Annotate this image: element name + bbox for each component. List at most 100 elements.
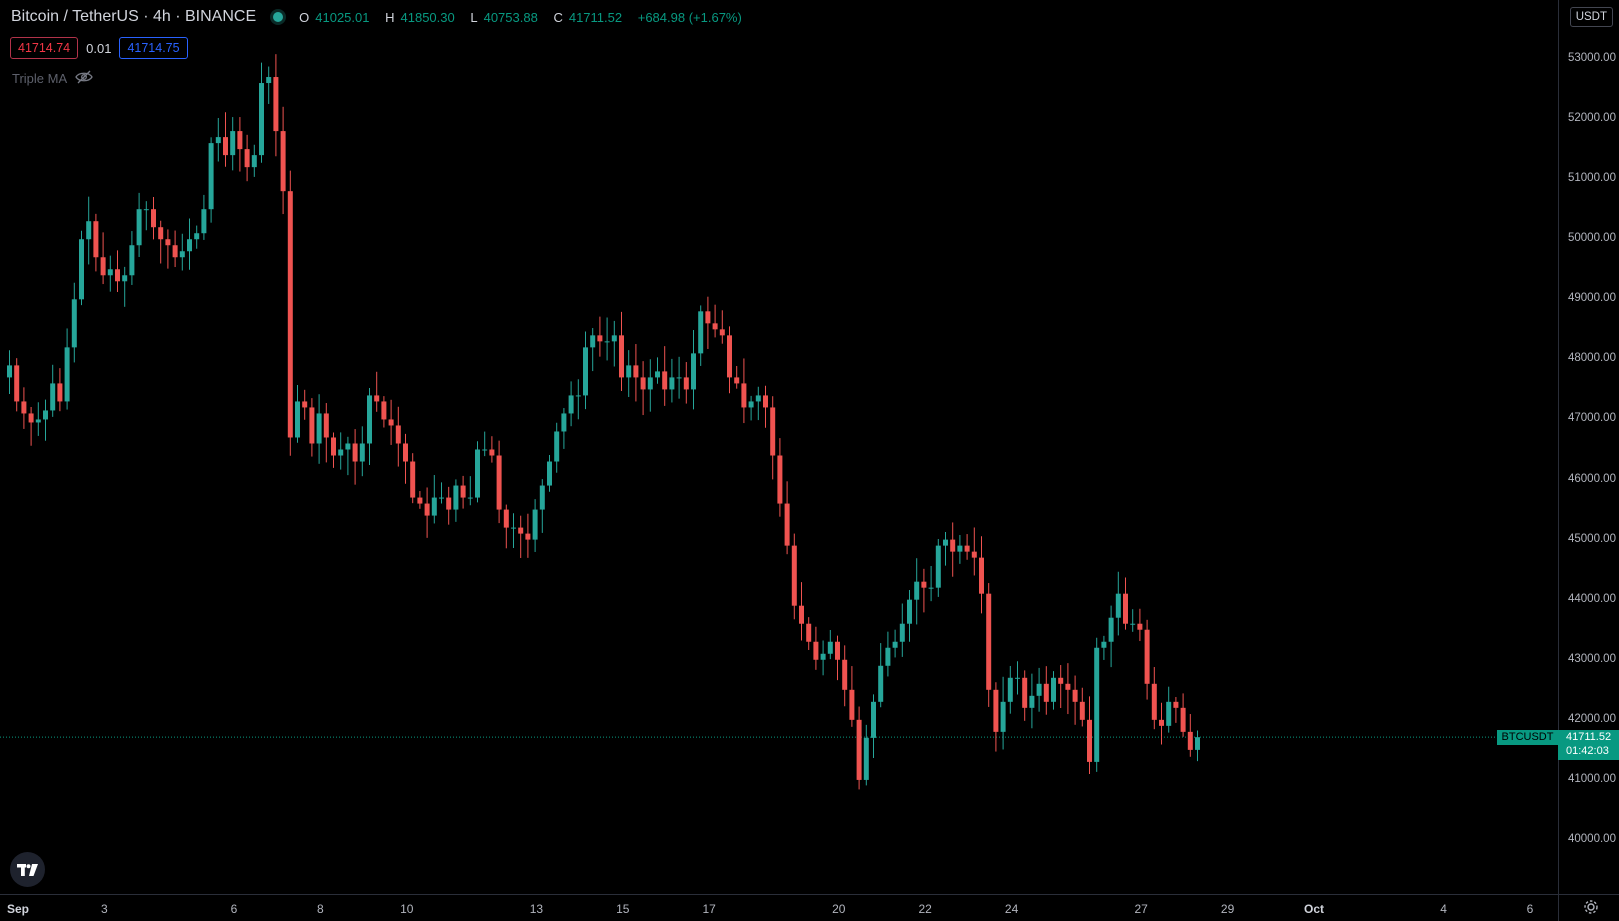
price-tick-label: 47000.00 (1568, 412, 1616, 425)
candle-body (712, 323, 718, 330)
candle-body (842, 659, 848, 690)
time-tick-label: Sep (6, 902, 30, 916)
candle-body (1144, 629, 1150, 684)
candle-body (691, 353, 696, 390)
candle-body (403, 443, 408, 462)
time-tick-label: 17 (702, 902, 716, 916)
candle-body (266, 77, 272, 84)
candle-body (259, 83, 264, 156)
sell-button[interactable]: 41714.74 (10, 37, 79, 59)
candle-body (503, 509, 509, 528)
candle-body (1101, 641, 1107, 648)
bar-countdown: 01:42:03 (1566, 745, 1609, 757)
candle-body (453, 485, 459, 510)
candle-body (244, 149, 250, 168)
candle-body (338, 449, 344, 456)
time-tick-label: 6 (1526, 902, 1534, 916)
change-value: +684.98 (+1.67%) (637, 9, 742, 25)
price-axis-divider (1558, 0, 1559, 921)
candle-body (928, 587, 934, 589)
candle-body (467, 497, 473, 499)
candle-body (511, 527, 516, 529)
candle-body (122, 275, 128, 282)
time-tick-label: 4 (1440, 902, 1447, 916)
candle-body (1137, 623, 1143, 630)
price-tick-label: 52000.00 (1568, 112, 1616, 125)
candle-body (734, 377, 740, 384)
low-value: 40753.88 (483, 9, 538, 25)
candle-body (302, 401, 308, 408)
candle-body (590, 335, 596, 348)
currency-button[interactable]: USDT (1569, 7, 1613, 27)
buy-button[interactable]: 41714.75 (119, 37, 188, 59)
eye-crossed-icon[interactable] (75, 70, 93, 87)
time-tick-label: 29 (1220, 902, 1235, 916)
open-value: 41025.01 (315, 9, 370, 25)
candle-body (208, 143, 214, 210)
candle-body (827, 641, 833, 654)
close-key: C (553, 9, 563, 25)
low-key: L (470, 9, 478, 25)
candle-body (35, 419, 41, 423)
candle-body (64, 347, 70, 402)
candle-body (410, 461, 416, 498)
candle-body (575, 395, 581, 397)
price-tick-label: 50000.00 (1568, 232, 1616, 245)
candle-body (849, 689, 855, 720)
chart-legend: Bitcoin / TetherUS · 4h · BINANCE O 41025… (11, 8, 748, 26)
candle-body (489, 449, 495, 456)
time-tick-label: 3 (101, 902, 108, 916)
candle-body (79, 239, 84, 300)
candle-body (496, 455, 502, 510)
candle-body (1094, 647, 1100, 762)
candle-body (907, 599, 912, 624)
candle-body (215, 137, 221, 144)
candle-body (784, 503, 790, 546)
candle-body (633, 365, 639, 378)
candle-body (439, 497, 444, 499)
gear-icon[interactable] (1582, 898, 1600, 921)
candle-body (331, 437, 336, 456)
price-tick-label: 41000.00 (1568, 772, 1616, 785)
candle-body (1022, 677, 1028, 708)
candle-body (230, 131, 236, 156)
last-price-tag: 41711.52 01:42:03 (1558, 730, 1619, 760)
candle-body (287, 191, 293, 438)
candle-body (669, 377, 675, 390)
candle-body (1072, 689, 1078, 702)
candle-body (143, 209, 149, 211)
candle-body (979, 557, 984, 594)
candle-body (741, 383, 747, 408)
candle-body (957, 545, 963, 552)
candle-body (885, 647, 891, 666)
candle-body (309, 407, 315, 444)
candle-body (935, 545, 941, 588)
candle-body (1123, 593, 1128, 624)
candle-body (374, 395, 380, 402)
candle-body (431, 497, 437, 516)
candle-body (1195, 737, 1200, 750)
candle-body (1173, 701, 1179, 708)
time-tick-label: 24 (1004, 902, 1019, 916)
candle-body (683, 377, 689, 390)
indicator-legend[interactable]: Triple MA (12, 70, 93, 87)
candle-body (943, 539, 948, 546)
candle-body (417, 497, 423, 504)
tradingview-logo-icon[interactable] (10, 852, 45, 887)
market-status-dot[interactable] (273, 12, 284, 22)
candle-body (755, 395, 761, 402)
candle-body (424, 503, 430, 516)
indicator-name[interactable]: Triple MA (12, 71, 68, 86)
candle-body (626, 365, 632, 378)
candle-body (475, 449, 480, 498)
candle-body (151, 209, 156, 228)
price-tick-label: 43000.00 (1568, 652, 1616, 665)
symbol-title[interactable]: Bitcoin / TetherUS · 4h · BINANCE (11, 8, 257, 25)
candle-body (525, 533, 531, 540)
price-tick-label: 48000.00 (1568, 352, 1616, 365)
time-tick-label: 15 (616, 902, 630, 916)
time-tick-label: 8 (317, 902, 324, 916)
candle-body (1130, 623, 1136, 625)
candle-body (561, 413, 567, 432)
